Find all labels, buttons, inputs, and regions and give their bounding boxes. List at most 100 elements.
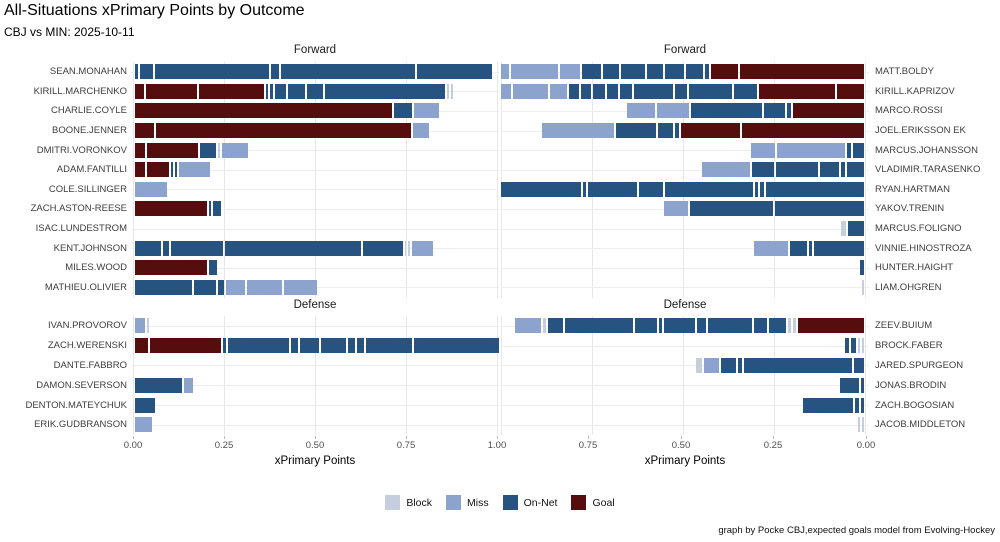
bar-segment-on-net xyxy=(324,83,446,99)
chart-subtitle: CBJ vs MIN: 2025-10-11 xyxy=(4,25,135,39)
x-axis-tick-label: 0.50 xyxy=(305,440,325,451)
bar-segment-goal xyxy=(135,201,208,217)
panel-gridline xyxy=(501,62,502,298)
row-gridline xyxy=(131,325,499,327)
row-gridline xyxy=(131,267,499,269)
bar-segment-on-net xyxy=(413,338,499,354)
bar-segment-miss xyxy=(183,377,194,393)
bar-segment-on-net xyxy=(853,357,864,373)
bar-segment-block xyxy=(841,221,846,237)
bar-segment-on-net xyxy=(634,318,657,334)
chart-title: All-Situations xPrimary Points by Outcom… xyxy=(4,2,305,19)
row-gridline xyxy=(131,424,499,426)
bar-row xyxy=(131,375,499,395)
bar-segment-on-net xyxy=(769,318,786,334)
bar-segment-on-net xyxy=(763,103,786,119)
bar-row xyxy=(501,415,869,435)
bar-segment-on-net xyxy=(860,397,864,413)
bar-segment-on-net xyxy=(657,123,674,139)
player-label: BOONE.JENNER xyxy=(52,125,127,137)
bar-segment-on-net xyxy=(135,397,156,413)
panel-gridline xyxy=(865,62,866,298)
bar-row xyxy=(131,62,499,82)
player-label: LIAM.OHGREN xyxy=(875,281,942,293)
player-label: JONAS.BRODIN xyxy=(875,379,947,391)
bar-segment-goal xyxy=(146,83,198,99)
bar-segment-on-net xyxy=(135,377,182,393)
bar-segment-miss xyxy=(549,83,568,99)
bar-row xyxy=(131,199,499,219)
legend-item: On-Net xyxy=(502,495,557,510)
x-axis-tickmark xyxy=(681,436,682,439)
bar-segment-block xyxy=(543,318,547,334)
player-label: ZACH.ASTON-REESE xyxy=(30,203,127,215)
bar-segment-miss xyxy=(704,357,719,373)
x-axis-title-left: xPrimary Points xyxy=(274,455,356,467)
bar-segment-miss xyxy=(225,279,245,295)
legend-swatch-block xyxy=(385,495,401,510)
player-label: IVAN.PROVOROV xyxy=(47,320,127,332)
bar-row xyxy=(501,82,869,102)
bar-segment-goal xyxy=(711,64,738,80)
player-label: ERIK.GUDBRANSON xyxy=(34,419,127,431)
bar-segment-on-net xyxy=(290,338,299,354)
bar-segment-block xyxy=(862,417,864,433)
player-label: DANTE.FABBRO xyxy=(53,359,127,371)
bar-segment-on-net xyxy=(223,338,226,354)
bar-segment-miss xyxy=(283,279,317,295)
bar-segment-goal xyxy=(680,123,741,139)
bar-segment-on-net xyxy=(356,338,364,354)
legend-label: Miss xyxy=(467,496,489,509)
bar-segment-on-net xyxy=(416,64,492,80)
bar-segment-on-net xyxy=(861,377,864,393)
bar-segment-on-net xyxy=(685,64,703,80)
player-label: MARCUS.FOLIGNO xyxy=(875,223,962,235)
panel-forward-min xyxy=(501,62,869,298)
player-label: KIRILL.MARCHENKO xyxy=(33,85,127,97)
bar-segment-on-net xyxy=(365,338,412,354)
bar-segment-on-net xyxy=(348,338,355,354)
x-axis-tickmark xyxy=(588,436,589,439)
bar-segment-on-net xyxy=(564,318,633,334)
bar-segment-on-net xyxy=(501,181,582,197)
bar-segment-on-net xyxy=(583,181,586,197)
bar-segment-on-net xyxy=(675,123,679,139)
player-label: MATHIEU.OLIVIER xyxy=(44,281,127,293)
bar-segment-goal xyxy=(135,260,208,276)
bar-segment-on-net xyxy=(752,162,775,178)
bar-segment-on-net xyxy=(853,142,864,158)
bar-segment-goal xyxy=(199,83,265,99)
facet-strip-defense-right: Defense xyxy=(663,299,707,311)
bar-segment-miss xyxy=(514,318,542,334)
panel-gridline xyxy=(315,62,316,298)
row-gridline xyxy=(501,365,869,367)
chart-caption: graph by Pocke CBJ,expected goals model … xyxy=(718,525,995,536)
labels-defense-min: ZEEV.BUIUM BROCK.FABER JARED.SPURGEON JONAS… xyxy=(873,316,1000,435)
bar-segment-on-net xyxy=(738,357,742,373)
player-label: ZACH.WERENSKI xyxy=(47,340,127,352)
bar-segment-goal xyxy=(155,123,411,139)
bar-row xyxy=(131,101,499,121)
player-label: MILES.WOOD xyxy=(65,262,127,274)
row-gridline xyxy=(501,345,869,347)
bar-segment-block xyxy=(858,417,861,433)
bar-segment-miss xyxy=(411,240,433,256)
bar-segment-on-net xyxy=(135,240,161,256)
bar-segment-goal xyxy=(836,83,864,99)
bar-segment-miss xyxy=(511,64,558,80)
bar-segment-on-net xyxy=(593,83,605,99)
bar-segment-on-net xyxy=(300,338,319,354)
bar-segment-on-net xyxy=(704,64,710,80)
x-axis-tick-label: 0.25 xyxy=(763,440,783,451)
bar-segment-goal xyxy=(149,338,222,354)
bar-segment-on-net xyxy=(814,240,864,256)
row-gridline xyxy=(501,385,869,387)
bar-segment-on-net xyxy=(765,181,864,197)
bar-segment-on-net xyxy=(675,83,687,99)
bar-segment-goal xyxy=(135,83,145,99)
bar-row xyxy=(131,278,499,298)
bar-segment-on-net xyxy=(850,338,857,354)
row-gridline xyxy=(501,267,869,269)
panel-gridline xyxy=(133,316,134,435)
x-axis-tickmark xyxy=(497,436,498,439)
